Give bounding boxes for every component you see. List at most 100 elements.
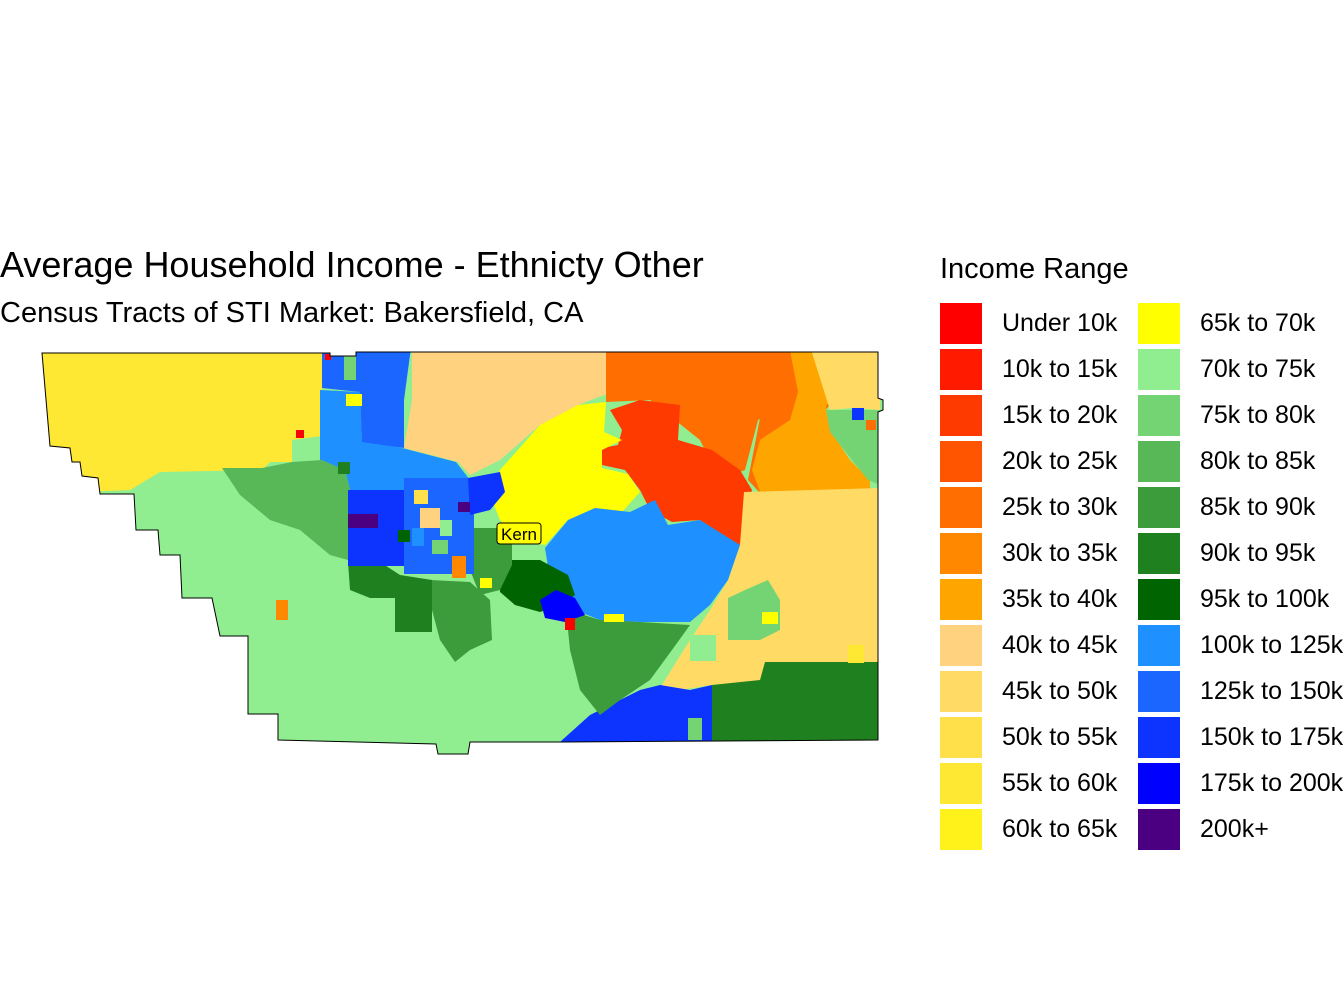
legend-swatch xyxy=(1138,302,1180,344)
legend-item: 40k to 45k xyxy=(940,622,1117,668)
legend-swatch xyxy=(1138,578,1180,620)
tract-east-redorange xyxy=(602,400,752,545)
map-title: Average Household Income - Ethnicty Othe… xyxy=(0,244,704,285)
tract-urban-k xyxy=(458,502,470,512)
legend-label: 125k to 150k xyxy=(1200,676,1344,705)
tract-deep-blue xyxy=(540,590,585,622)
tract-east-patch xyxy=(690,635,716,661)
legend-label: 75k to 80k xyxy=(1200,400,1316,429)
legend-item: 95k to 100k xyxy=(1138,576,1343,622)
legend-label: 15k to 20k xyxy=(1002,400,1118,429)
legend-item: 60k to 65k xyxy=(940,806,1117,852)
legend-item: 25k to 30k xyxy=(940,484,1117,530)
tract-south-blue xyxy=(560,685,712,742)
legend-label: 10k to 15k xyxy=(1002,354,1118,383)
tract-small-7 xyxy=(604,614,624,622)
legend-label: 45k to 50k xyxy=(1002,676,1118,705)
tract-small-10 xyxy=(762,612,778,624)
tract-small-3 xyxy=(296,430,304,438)
legend-item: 45k to 50k xyxy=(940,668,1117,714)
tract-small-11 xyxy=(848,645,864,663)
tract-north-peach xyxy=(404,352,612,475)
tract-urban-e xyxy=(414,490,428,504)
tract-east-amber xyxy=(752,352,870,492)
tract-small-9 xyxy=(866,420,876,430)
tract-south-green xyxy=(568,610,690,715)
tract-small-2 xyxy=(346,394,362,406)
tract-east-island xyxy=(728,580,780,640)
legend-swatch xyxy=(1138,394,1180,436)
legend-item: Under 10k xyxy=(940,300,1117,346)
legend-swatch xyxy=(940,532,982,574)
legend-label: 65k to 70k xyxy=(1200,308,1316,337)
legend-swatch xyxy=(940,808,982,850)
tract-northwest xyxy=(42,352,322,494)
legend-item: 15k to 20k xyxy=(940,392,1117,438)
legend-swatch xyxy=(940,716,982,758)
legend-swatch xyxy=(940,486,982,528)
legend-item: 100k to 125k xyxy=(1138,622,1343,668)
legend-swatch xyxy=(1138,440,1180,482)
tract-small-6 xyxy=(565,618,575,630)
legend-label: 100k to 125k xyxy=(1200,630,1344,659)
legend-label: 85k to 90k xyxy=(1200,492,1316,521)
legend-swatch xyxy=(940,762,982,804)
legend-label: 70k to 75k xyxy=(1200,354,1316,383)
legend-label: 95k to 100k xyxy=(1200,584,1330,613)
legend-label: 40k to 45k xyxy=(1002,630,1118,659)
tract-small-1 xyxy=(325,354,331,360)
legend-item: 35k to 40k xyxy=(940,576,1117,622)
legend-item: 70k to 75k xyxy=(1138,346,1343,392)
legend-label: 55k to 60k xyxy=(1002,768,1118,797)
legend-swatch xyxy=(1138,762,1180,804)
tract-urban-h xyxy=(452,556,466,578)
county-outline xyxy=(41,351,884,755)
tract-southeast-green xyxy=(712,662,880,742)
tract-small-5 xyxy=(276,600,288,620)
legend-swatch xyxy=(1138,716,1180,758)
legend-swatch xyxy=(940,670,982,712)
legend-label: 30k to 35k xyxy=(1002,538,1118,567)
legend-item: 50k to 55k xyxy=(940,714,1117,760)
tract-southcentral-green xyxy=(430,580,492,662)
legend-label: 60k to 65k xyxy=(1002,814,1118,843)
legend-swatch xyxy=(1138,532,1180,574)
tract-small-12 xyxy=(688,718,702,740)
tract-urban-m xyxy=(412,528,424,546)
tract-northeast-orange-2 xyxy=(606,352,800,480)
legend-column-2: 65k to 70k 70k to 75k 75k to 80k 80k to 85k… xyxy=(1138,300,1343,852)
legend-swatch xyxy=(940,348,982,390)
legend-item: 125k to 150k xyxy=(1138,668,1343,714)
legend-column-1: Under 10k 10k to 15k 15k to 20k 20k to 25k 2… xyxy=(940,300,1117,852)
legend-label: 25k to 30k xyxy=(1002,492,1118,521)
legend-item: 65k to 70k xyxy=(1138,300,1343,346)
legend-label: 90k to 95k xyxy=(1200,538,1316,567)
place-label: Kern xyxy=(501,525,537,544)
tract-small-4 xyxy=(338,462,350,474)
legend-item: 80k to 85k xyxy=(1138,438,1343,484)
legend-label: 175k to 200k xyxy=(1200,768,1344,797)
legend-item: 75k to 80k xyxy=(1138,392,1343,438)
legend-swatch xyxy=(940,440,982,482)
legend-label: 35k to 40k xyxy=(1002,584,1118,613)
map-subtitle: Census Tracts of STI Market: Bakersfield… xyxy=(0,297,584,329)
place-label-box xyxy=(496,522,542,545)
tract-south-darkgreen xyxy=(348,562,432,632)
legend-swatch xyxy=(1138,624,1180,666)
legend-title: Income Range xyxy=(940,253,1129,285)
tract-small-13 xyxy=(344,356,356,380)
legend-label: 200k+ xyxy=(1200,814,1269,843)
legend-label: 150k to 175k xyxy=(1200,722,1344,751)
legend-swatch xyxy=(1138,348,1180,390)
tract-urban-l xyxy=(432,540,448,554)
tract-west-green xyxy=(222,460,350,560)
legend-item: 85k to 90k xyxy=(1138,484,1343,530)
tract-north-blue xyxy=(320,390,470,490)
tract-urban-f xyxy=(420,508,440,528)
legend-item: 10k to 15k xyxy=(940,346,1117,392)
legend-label: Under 10k xyxy=(1002,308,1118,337)
tract-urban-j xyxy=(398,530,410,542)
legend-swatch xyxy=(1138,808,1180,850)
legend-item: 90k to 95k xyxy=(1138,530,1343,576)
